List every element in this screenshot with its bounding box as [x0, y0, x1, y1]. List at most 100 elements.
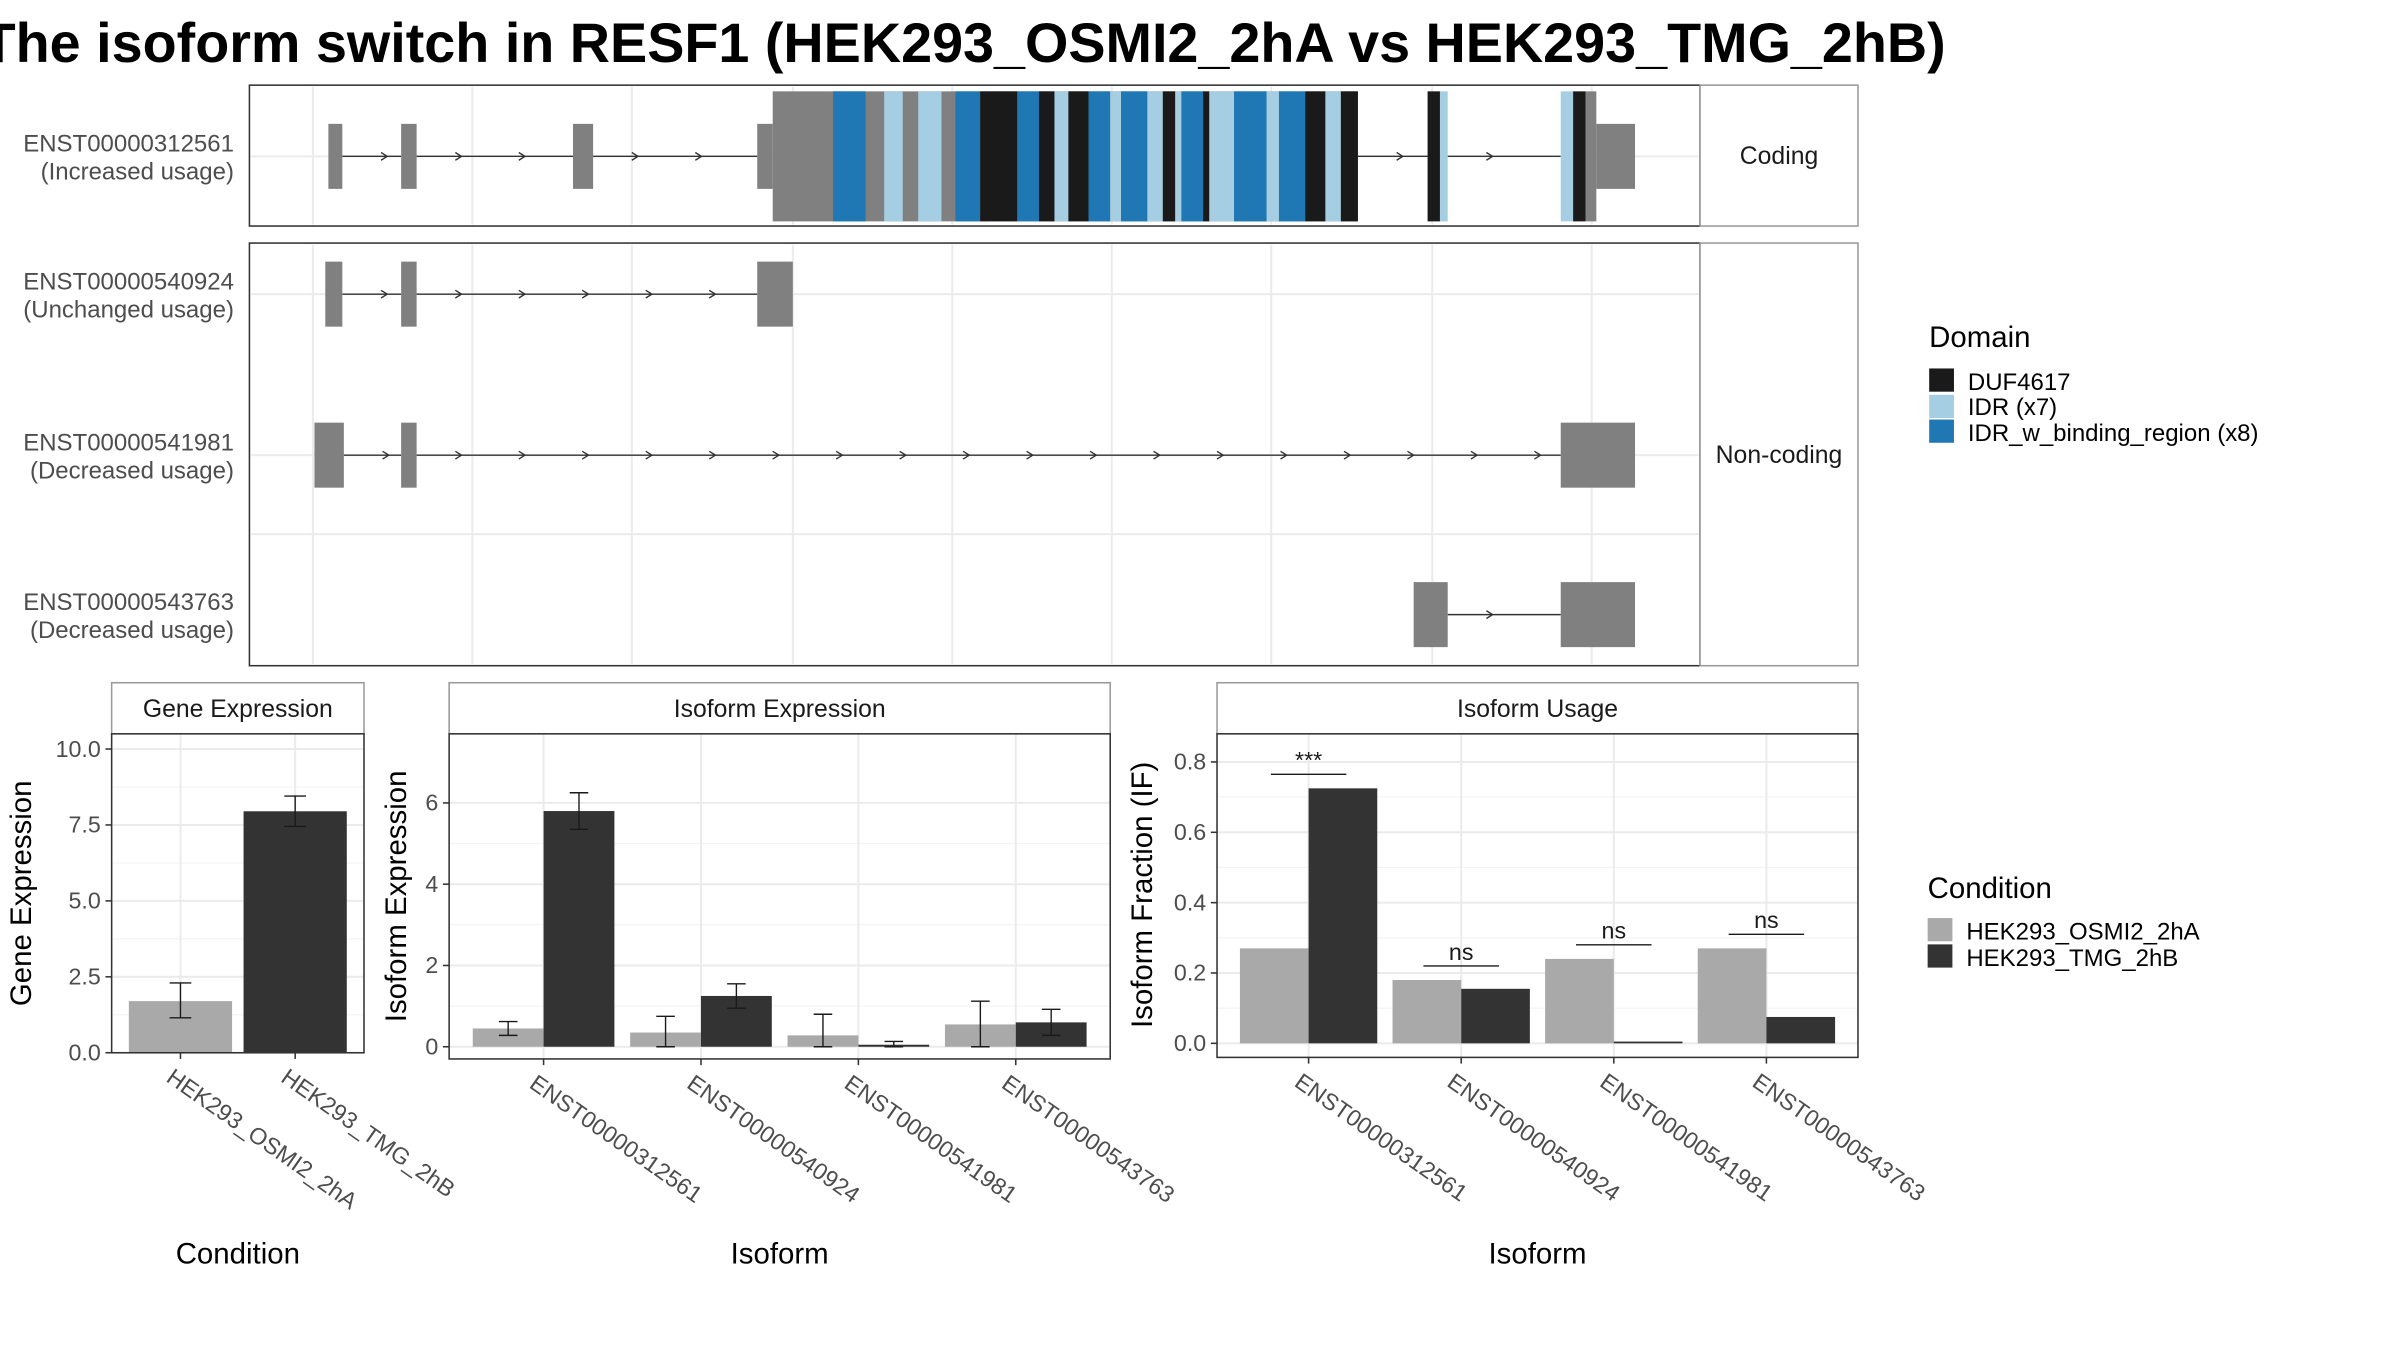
transcript-3-intron-arrow [645, 450, 654, 460]
isoform-expression-strip-title: Isoform Expression [674, 696, 886, 723]
y-tick-label: 4 [425, 871, 438, 897]
transcript-1-domain-idr [1266, 91, 1279, 222]
transcript-1-id: ENST00000312561 [23, 131, 234, 158]
bar [243, 811, 347, 1053]
transcript-1-domain-idr [918, 91, 942, 222]
transcript-2-intron-arrow [454, 289, 463, 299]
transcript-1-intron-arrow [380, 151, 389, 161]
transcript-3-intron-arrow [708, 450, 717, 460]
transcript-2-id: ENST00000540924 [23, 269, 234, 296]
isoform-expression-plot: 0246ENST00000312561ENST00000540924ENST00… [425, 733, 1179, 1208]
y-tick-label: 0 [425, 1033, 438, 1059]
transcript-structures [314, 91, 1636, 648]
bar [1239, 948, 1309, 1044]
transcript-3-intron-arrow [899, 450, 908, 460]
x-tick-label: ENST00000543763 [997, 1070, 1179, 1208]
isoform-usage-strip [1216, 681, 1859, 735]
y-tick-label: 0.8 [1174, 749, 1206, 775]
coding-strip [1699, 84, 1859, 227]
transcript-2-exon [325, 261, 343, 327]
significance-label: ns [1449, 939, 1474, 965]
transcript-1-domain-duf4617 [1573, 91, 1586, 222]
transcript-1-intron-arrow [1396, 151, 1405, 161]
transcript-1-cds [1585, 91, 1597, 222]
isoform-usage-plot: 0.00.20.40.60.8ENST00000312561ENST000005… [1174, 733, 1930, 1206]
y-tick-label: 0.0 [69, 1039, 101, 1065]
legend-label-cond1: HEK293_OSMI2_2hA [1966, 919, 2199, 946]
coding-strip-label: Coding [1740, 143, 1818, 170]
transcript-1-intron-arrow [694, 151, 703, 161]
significance-label: ns [1602, 918, 1627, 944]
domain-legend: Domain DUF4617 IDR (x7) IDR_w_binding_re… [1929, 321, 2259, 447]
gene-expression-border [110, 733, 365, 1054]
transcript-1-domain-idr [1209, 91, 1235, 222]
isoform-usage-panel: Isoform Usage 0.00.20.40.60.8ENST0000031… [1126, 681, 1930, 1270]
significance-label: ns [1754, 907, 1779, 933]
transcript-4-usage: (Decreased usage) [30, 617, 234, 644]
x-tick-label: HEK293_OSMI2_2hA [162, 1063, 362, 1214]
isoform-expression-ylabel: Isoform Expression [380, 771, 413, 1023]
significance-label: *** [1295, 747, 1322, 773]
transcript-panel: Coding Non-coding ENST00000312561 (Incre… [23, 84, 1859, 667]
x-tick-label: ENST00000540924 [683, 1070, 865, 1208]
transcript-4-intron-arrow [1486, 610, 1494, 620]
transcript-3-intron-arrow [1026, 450, 1035, 460]
transcript-1-domain-idr_w_binding_region [1246, 91, 1267, 222]
transcript-1-exon [401, 123, 417, 189]
transcript-1-domain-idr_w_binding_region [833, 91, 866, 222]
transcript-1-domain-duf4617 [1305, 91, 1326, 222]
legend-label-idr: IDR (x7) [1968, 394, 2057, 421]
transcript-1-domain-idr [1439, 91, 1448, 222]
y-tick-label: 10.0 [56, 736, 101, 762]
bar [1461, 988, 1530, 1044]
transcript-3-exon [1560, 422, 1636, 488]
transcript-3-intron-arrow [835, 450, 844, 460]
transcript-3-intron-arrow [1343, 450, 1352, 460]
transcript-2-usage: (Unchanged usage) [23, 296, 234, 323]
transcript-1-domain-duf4617 [1203, 91, 1210, 222]
legend-label-duf4617: DUF4617 [1968, 369, 2071, 396]
transcript-2-exon [401, 261, 417, 327]
isoform-expression-border [448, 733, 1111, 1060]
bar [1697, 948, 1767, 1044]
transcript-1-domain-duf4617 [1162, 91, 1176, 222]
y-tick-label: 2 [425, 952, 438, 978]
transcript-1-domain-idr_w_binding_region [1181, 91, 1204, 222]
isoform-usage-xlabel: Isoform [1488, 1237, 1586, 1270]
transcript-1-exon [572, 123, 594, 189]
transcript-2-exon [757, 261, 793, 327]
transcript-1-utr [757, 123, 773, 189]
transcript-1-domain-idr [884, 91, 903, 222]
condition-legend-title: Condition [1928, 872, 2052, 905]
legend-key-cond2 [1927, 944, 1953, 968]
figure-title: The isoform switch in RESF1 (HEK293_OSMI… [0, 12, 1946, 74]
transcript-1-domain-idr_w_binding_region [1017, 91, 1039, 222]
x-tick-label: ENST00000541981 [840, 1070, 1022, 1208]
isoform-expression-strip [448, 681, 1111, 735]
transcript-4-exon [1560, 582, 1636, 648]
transcript-2-intron-arrow [518, 289, 527, 299]
bar [543, 811, 615, 1047]
transcript-1-domain-idr [1175, 91, 1182, 222]
transcript-3-intron-arrow [518, 450, 527, 460]
domain-legend-title: Domain [1929, 321, 2030, 354]
transcript-1-domain-idr [1325, 91, 1341, 222]
transcript-3-intron-arrow [1470, 450, 1479, 460]
y-tick-label: 6 [425, 790, 438, 816]
transcript-1-domain-idr [1147, 91, 1163, 222]
transcript-1-domain-idr_w_binding_region [1234, 91, 1247, 222]
transcript-3-intron-arrow [1089, 450, 1098, 460]
transcript-3-intron-arrow [1407, 450, 1415, 460]
transcript-3-intron-arrow [382, 450, 391, 460]
y-tick-label: 0.0 [1174, 1030, 1206, 1056]
gene-expression-strip-title: Gene Expression [143, 696, 333, 723]
transcript-1-intron-arrow [1486, 151, 1494, 161]
isoform-expression-panel: Isoform Expression 0246ENST00000312561EN… [380, 681, 1179, 1270]
bar [1308, 788, 1378, 1044]
bar [1545, 958, 1614, 1044]
noncoding-strip [1699, 242, 1859, 667]
condition-legend: Condition HEK293_OSMI2_2hA HEK293_TMG_2h… [1927, 872, 2200, 972]
transcript-1-domain-idr [1560, 91, 1574, 222]
transcript-4-id: ENST00000543763 [23, 589, 234, 616]
isoform-usage-strip-title: Isoform Usage [1457, 696, 1618, 723]
